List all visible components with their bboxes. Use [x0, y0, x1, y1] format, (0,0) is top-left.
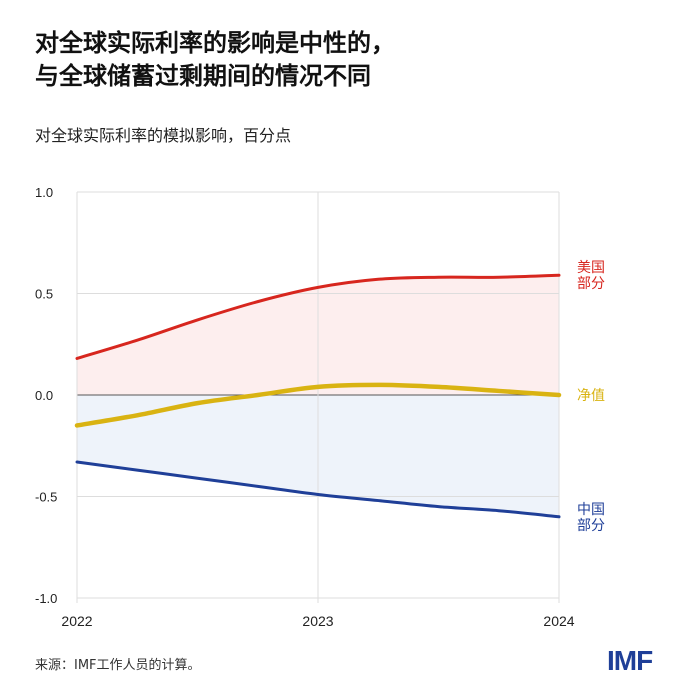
series-line-2 — [75, 460, 561, 519]
imf-logo: IMF — [607, 645, 653, 676]
chart-title: 对全球实际利率的影响是中性的， 与全球储蓄过剩期间的情况不同 — [35, 27, 395, 93]
source-note: 来源：IMF工作人员的计算。 — [35, 658, 201, 673]
y-tick-label: 0.5 — [35, 287, 53, 302]
y-tick-label: 0.0 — [35, 388, 53, 403]
series-label: 部分 — [577, 517, 605, 533]
title-line-1: 对全球实际利率的影响是中性的， — [35, 29, 395, 57]
title-line-2: 与全球储蓄过剩期间的情况不同 — [35, 62, 371, 90]
y-tick-label: -0.5 — [35, 490, 57, 505]
series-label: 净值 — [577, 387, 605, 403]
y-tick-label: 1.0 — [35, 185, 53, 200]
x-tick-label: 2022 — [61, 613, 92, 629]
series-label: 中国 — [577, 501, 605, 517]
series-line-0 — [75, 273, 561, 360]
x-tick-label: 2024 — [543, 613, 574, 629]
y-tick-label: -1.0 — [35, 591, 57, 606]
series-label: 部分 — [577, 275, 605, 291]
x-tick-label: 2023 — [302, 613, 333, 629]
series-line-1 — [74, 382, 562, 428]
series-label: 美国 — [577, 259, 605, 275]
chart-subtitle: 对全球实际利率的模拟影响，百分点 — [35, 126, 292, 145]
